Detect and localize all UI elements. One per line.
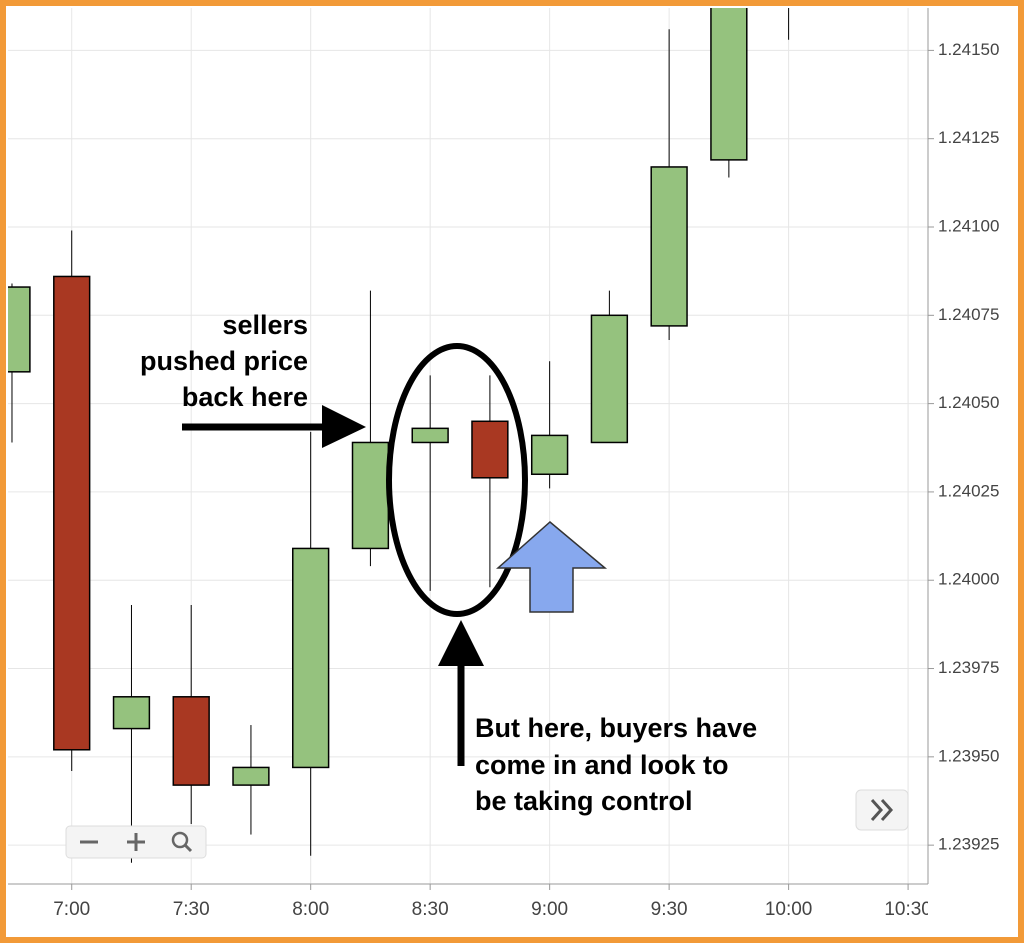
scroll-right-button[interactable]	[855, 789, 909, 831]
y-tick-label: 1.24050	[938, 393, 999, 412]
candle-body	[53, 275, 91, 751]
annotation-buyers: But here, buyers have come in and look t…	[438, 620, 757, 816]
candle-body	[411, 427, 449, 444]
annotation-text: come in and look to	[475, 750, 729, 780]
candle-body	[172, 696, 210, 786]
y-tick-label: 1.24125	[938, 128, 999, 147]
x-tick-label: 7:30	[173, 899, 210, 920]
x-tick-label: 7:00	[53, 899, 90, 920]
candle-body	[232, 766, 270, 786]
axes: 1.24150 1.24125 1.24100 1.24075 1.24050 1.240…	[8, 8, 999, 890]
annotation-text: sellers	[222, 310, 308, 340]
candle-body	[8, 286, 31, 373]
y-tick-label: 1.24025	[938, 481, 999, 500]
candle-body	[292, 547, 330, 769]
x-tick-label: 10:30	[884, 899, 932, 920]
highlight-ellipse	[386, 343, 528, 617]
y-tick-label: 1.24000	[938, 570, 999, 589]
zoom-in-button[interactable]	[127, 833, 145, 851]
candle-body	[530, 434, 569, 476]
x-tick-label: 9:30	[651, 899, 688, 920]
zoom-controls	[65, 825, 207, 859]
x-tick-label: 8:00	[292, 899, 329, 920]
y-tick-label: 1.23925	[938, 835, 999, 854]
candle-body	[650, 166, 688, 327]
x-tick-label: 9:00	[531, 899, 568, 920]
annotation-text: back here	[182, 382, 308, 412]
arrow-head	[322, 405, 366, 448]
candle-body	[590, 314, 629, 444]
annotation-text: pushed price	[140, 346, 308, 376]
y-tick-label: 1.24075	[938, 305, 999, 324]
x-tick-label: 8:30	[412, 899, 449, 920]
reset-zoom-button[interactable]	[171, 831, 193, 853]
annotation-sellers: sellers pushed price back here	[140, 310, 366, 448]
x-axis-labels: 7:00 7:30 8:00 8:30 9:00 9:30 10:00 10:30	[53, 899, 932, 920]
up-arrow	[496, 521, 608, 613]
candles	[8, 8, 790, 863]
y-tick-label: 1.23975	[938, 658, 999, 677]
y-tick-label: 1.24100	[938, 216, 999, 235]
annotation-text: be taking control	[475, 786, 693, 816]
y-tick-label: 1.23950	[938, 746, 999, 765]
annotation-text: But here, buyers have	[475, 713, 757, 743]
candle-body	[710, 8, 748, 161]
arrow-head	[438, 620, 484, 666]
candle-body	[471, 420, 509, 479]
x-tick-label: 10:00	[765, 899, 813, 920]
candle-body	[112, 696, 151, 730]
candle-body	[351, 441, 390, 550]
y-tick-label: 1.24150	[938, 40, 999, 59]
